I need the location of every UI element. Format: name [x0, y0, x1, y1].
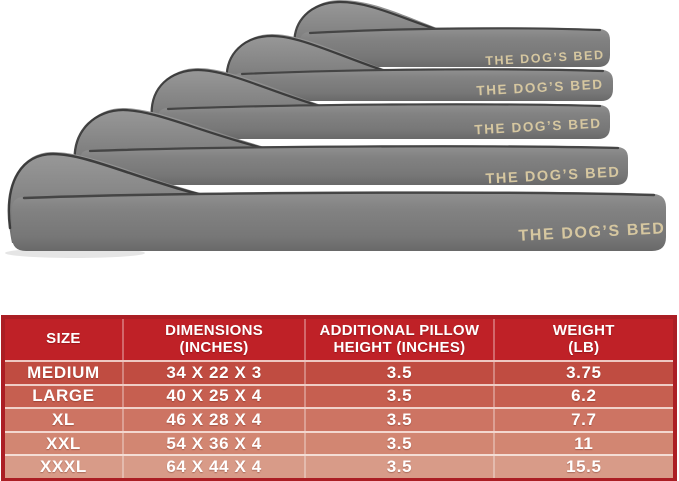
bed-label-xl: THE DOG’S BED	[474, 116, 602, 138]
cell-weight: 7.7	[492, 409, 673, 431]
cell-weight: 15.5	[492, 456, 673, 478]
mattress-medium	[300, 27, 610, 67]
bolster-piping-xxxl	[7, 152, 235, 230]
bolster-piping-medium	[293, 0, 443, 54]
table-row-xxxl: XXXL 64 X 44 X 4 3.5 15.5	[5, 454, 673, 478]
mattress-seam-xxxl	[22, 191, 656, 200]
cell-dimensions: 34 X 22 X 3	[121, 362, 304, 384]
header-weight: WEIGHT (LB)	[492, 319, 673, 360]
bolster-piping-large	[225, 34, 390, 88]
table-row-large: LARGE 40 X 25 X 4 3.5 6.2	[5, 383, 673, 408]
header-size: SIZE	[5, 319, 122, 360]
product-photo: THE DOG’S BED THE DOG’S BED THE DOG’S BE…	[5, 0, 666, 258]
dog-bed-xxl: THE DOG’S BED	[73, 108, 628, 188]
cell-pillow-height: 3.5	[304, 456, 492, 478]
cell-weight: 3.75	[492, 362, 673, 384]
mattress-large	[232, 68, 613, 101]
cell-dimensions: 64 X 44 X 4	[121, 456, 304, 478]
bed-label-medium: THE DOG’S BED	[485, 48, 605, 68]
cell-size: LARGE	[32, 386, 95, 406]
bolster-piping-xl	[150, 68, 328, 123]
cell-pillow-height: 3.5	[304, 362, 492, 384]
dog-bed-medium: THE DOG’S BED	[293, 0, 610, 68]
cell-pillow-height: 3.5	[304, 409, 492, 431]
mattress-xxxl	[12, 191, 666, 251]
header-dimensions-label: DIMENSIONS	[165, 322, 264, 339]
bolster-piping-xxl	[73, 108, 272, 168]
mattress-seam-medium	[308, 27, 602, 35]
cell-size: XL	[51, 409, 75, 429]
bed-label-xxl: THE DOG’S BED	[485, 164, 621, 187]
dog-bed-xxxl: THE DOG’S BED	[5, 152, 666, 258]
header-pillow-height-label: ADDITIONAL PILLOW	[319, 322, 480, 339]
header-pillow-height-unit: HEIGHT (INCHES)	[333, 338, 466, 356]
table-row-xxl: XXL 54 X 36 X 4 3.5 11	[5, 430, 673, 455]
cell-pillow-height: 3.5	[304, 432, 492, 455]
table-row-medium: MEDIUM 34 X 22 X 3 3.5 3.75	[5, 360, 673, 384]
header-dimensions-unit: (INCHES)	[179, 338, 249, 356]
cell-size: MEDIUM	[27, 362, 100, 382]
header-weight-unit: (LB)	[568, 338, 600, 356]
cell-size: XXL	[46, 433, 81, 453]
dog-bed-xl: THE DOG’S BED	[150, 68, 610, 139]
header-size-label: SIZE	[46, 330, 81, 348]
cell-dimensions: 54 X 36 X 4	[121, 432, 304, 455]
cell-weight: 6.2	[492, 385, 673, 408]
cell-dimensions: 40 X 25 X 4	[121, 385, 304, 408]
cell-pillow-height: 3.5	[304, 385, 492, 408]
cell-size: XXXL	[40, 457, 87, 477]
table-row-xl: XL 46 X 28 X 4 3.5 7.7	[5, 407, 673, 431]
mattress-seam-xl	[166, 103, 602, 111]
size-chart-table: SIZE DIMENSIONS (INCHES) ADDITIONAL PILL…	[1, 315, 677, 481]
table-header-row: SIZE DIMENSIONS (INCHES) ADDITIONAL PILL…	[5, 319, 673, 360]
mattress-seam-xxl	[88, 145, 620, 153]
dog-bed-large: THE DOG’S BED	[225, 34, 613, 101]
mattress-xl	[158, 103, 610, 139]
header-pillow-height: ADDITIONAL PILLOW HEIGHT (INCHES)	[304, 319, 492, 360]
mattress-seam-large	[240, 68, 605, 76]
cell-dimensions: 46 X 28 X 4	[121, 409, 304, 431]
mattress-xxl	[80, 145, 628, 185]
bed-label-large: THE DOG’S BED	[476, 77, 604, 99]
cell-weight: 11	[492, 432, 673, 455]
header-weight-label: WEIGHT	[552, 322, 615, 339]
header-dimensions: DIMENSIONS (INCHES)	[121, 319, 304, 360]
